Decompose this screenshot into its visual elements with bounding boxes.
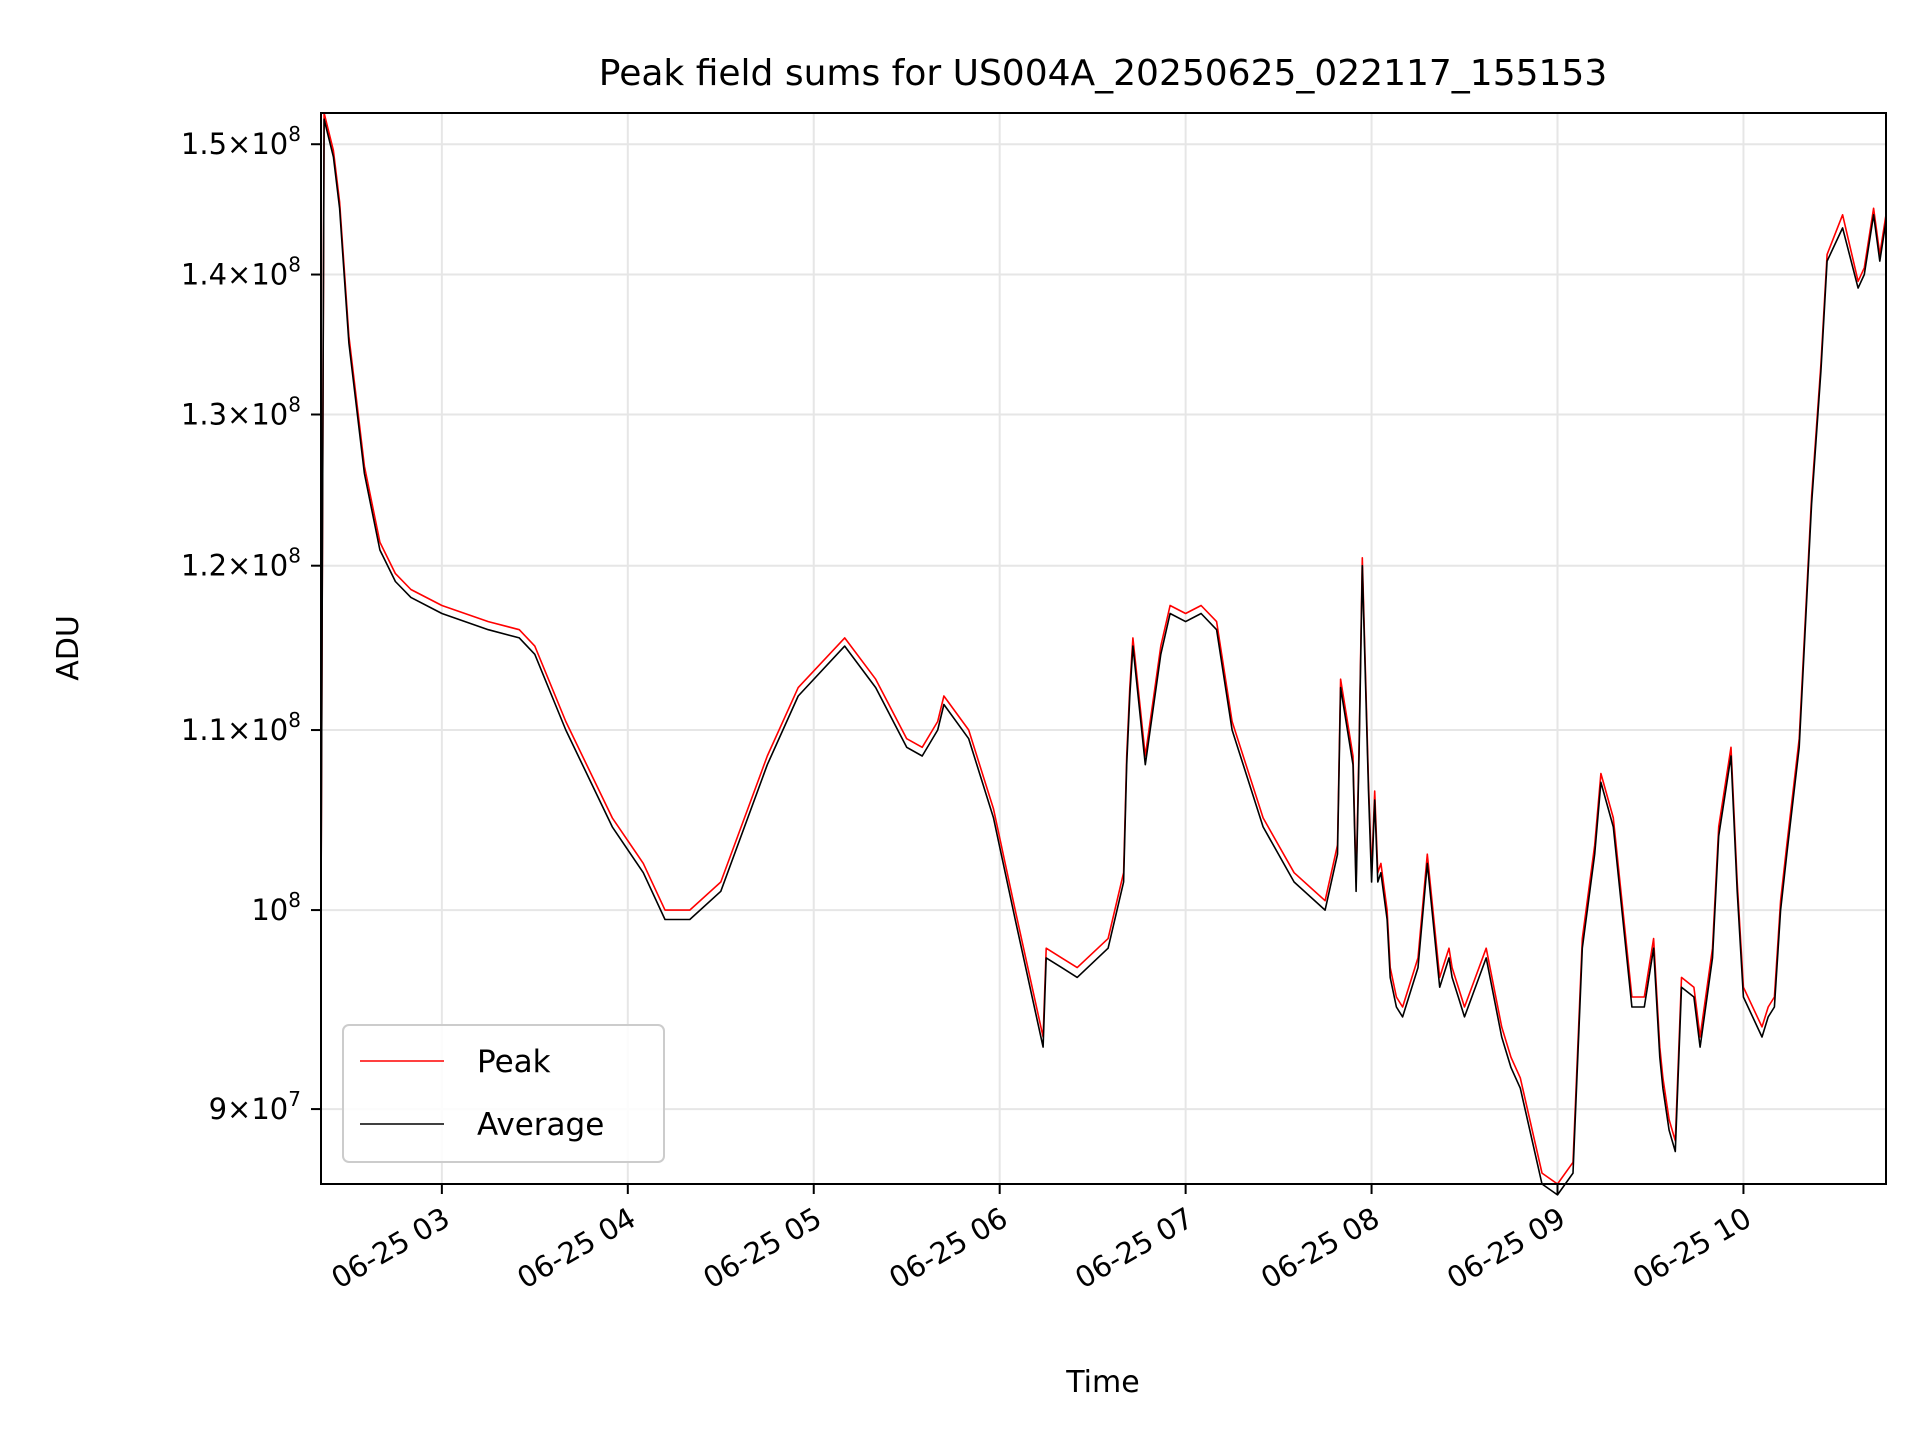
legend-label-peak: Peak: [477, 1044, 551, 1080]
y-tick-mantissa: 9: [209, 1092, 227, 1126]
y-tick-exponent: 8: [288, 544, 301, 568]
y-axis: 9×1071081.1×1081.2×1081.3×1081.4×1081.5×…: [181, 122, 321, 1126]
y-tick-base: 10: [251, 1092, 288, 1126]
y-tick-label: 1.1×108: [181, 708, 301, 747]
y-tick-exponent: 7: [288, 1087, 301, 1111]
y-tick-base: 10: [251, 713, 288, 747]
y-axis-title: ADU: [51, 615, 86, 681]
y-tick-label: 1.2×108: [181, 544, 301, 583]
y-tick-base: 10: [251, 127, 288, 161]
y-tick-label: 9×107: [209, 1087, 301, 1126]
series-layer: [320, 112, 1887, 1196]
y-tick-exponent: 8: [288, 708, 301, 732]
y-tick-times: ×: [227, 258, 251, 292]
y-tick-mantissa: 1.2: [181, 549, 227, 583]
legend: Peak Average: [342, 1024, 665, 1163]
y-tick-exponent: 8: [288, 393, 301, 417]
chart-title: Peak field sums for US004A_20250625_0221…: [599, 53, 1607, 94]
y-tick-exponent: 8: [288, 253, 301, 277]
y-tick-exponent: 8: [288, 888, 301, 912]
y-tick-times: ×: [227, 1092, 251, 1126]
y-tick-times: ×: [227, 398, 251, 432]
grid: [321, 113, 1886, 1184]
y-tick-label: 108: [251, 888, 301, 927]
y-tick-label: 1.3×108: [181, 393, 301, 432]
legend-box: [342, 1024, 665, 1163]
plot-frame: [320, 112, 1887, 1185]
y-tick-mantissa: 1.3: [181, 398, 227, 432]
y-tick-times: ×: [227, 127, 251, 161]
x-axis-title: Time: [1065, 1365, 1139, 1400]
legend-label-average: Average: [477, 1107, 604, 1143]
y-tick-exponent: 8: [288, 122, 301, 146]
series-line-average: [320, 118, 1887, 1196]
y-tick-mantissa: 1.1: [181, 713, 227, 747]
y-tick-base: 10: [251, 893, 288, 927]
y-tick-mantissa: 1.5: [181, 127, 227, 161]
y-tick-base: 10: [251, 258, 288, 292]
y-tick-label: 1.4×108: [181, 253, 301, 292]
y-tick-label: 1.5×108: [181, 122, 301, 161]
y-tick-mantissa: 1.4: [181, 258, 227, 292]
plot-background: [321, 113, 1886, 1184]
y-tick-times: ×: [227, 549, 251, 583]
y-tick-base: 10: [251, 549, 288, 583]
y-tick-times: ×: [227, 713, 251, 747]
y-tick-base: 10: [251, 398, 288, 432]
